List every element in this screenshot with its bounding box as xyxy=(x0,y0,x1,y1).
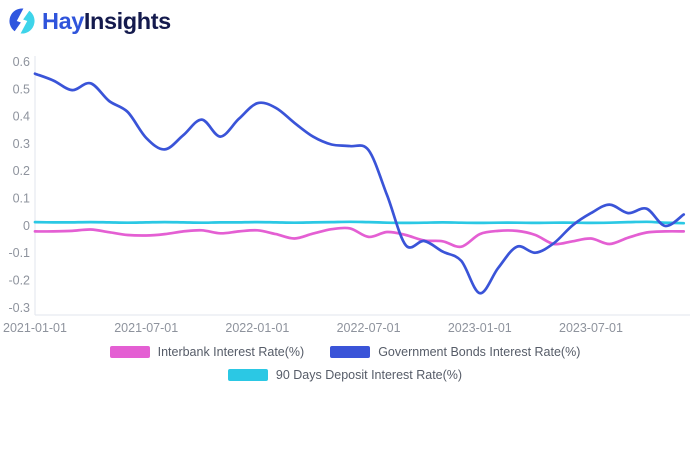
legend-item-deposit-90d[interactable]: 90 Days Deposit Interest Rate(%) xyxy=(227,368,463,382)
series-line-government-bonds[interactable] xyxy=(33,72,686,295)
legend-row-2: 90 Days Deposit Interest Rate(%) xyxy=(227,368,463,382)
y-tick-label: 0.1 xyxy=(13,192,30,206)
legend-swatch-government-bonds xyxy=(330,345,371,359)
legend-swatch-interbank xyxy=(109,345,150,359)
hayinsights-logo-icon xyxy=(9,8,35,34)
logo[interactable]: HayInsights xyxy=(7,6,171,36)
y-tick-label: 0.3 xyxy=(13,137,30,151)
series-line-interbank[interactable] xyxy=(33,226,686,249)
y-tick-label: -0.3 xyxy=(8,301,30,315)
legend-item-interbank[interactable]: Interbank Interest Rate(%) xyxy=(109,345,305,359)
legend-label-government-bonds: Government Bonds Interest Rate(%) xyxy=(378,345,581,359)
y-tick-label: -0.2 xyxy=(8,274,30,288)
y-tick-label: 0.4 xyxy=(13,110,30,124)
legend-item-government-bonds[interactable]: Government Bonds Interest Rate(%) xyxy=(330,345,580,359)
line-chart-canvas[interactable]: 0.6 0.5 0.4 0.3 0.2 0.1 0 -0.1 -0.2 -0.3 2021-01-0… xyxy=(0,0,690,340)
y-tick-label: -0.1 xyxy=(8,246,30,260)
x-tick-label: 2021-07-01 xyxy=(114,321,178,335)
legend-swatch-deposit-90d xyxy=(227,368,268,382)
logo-text-hay: Hay xyxy=(42,8,84,34)
y-tick-label: 0.6 xyxy=(13,55,30,69)
y-tick-label: 0.5 xyxy=(13,82,30,96)
logo-text-insights: Insights xyxy=(83,8,171,34)
y-tick-label: 0.2 xyxy=(13,164,30,178)
x-tick-label: 2022-07-01 xyxy=(337,321,401,335)
header: HayInsights xyxy=(7,6,171,36)
series-line-deposit-90d[interactable] xyxy=(33,220,686,225)
x-tick-label: 2023-07-01 xyxy=(559,321,623,335)
x-tick-label: 2022-01-01 xyxy=(225,321,289,335)
legend-label-deposit-90d: 90 Days Deposit Interest Rate(%) xyxy=(275,368,463,382)
logo-text: HayInsights xyxy=(42,6,171,36)
chart-legend: Interbank Interest Rate(%) Government Bo… xyxy=(0,345,690,382)
legend-row-1: Interbank Interest Rate(%) Government Bo… xyxy=(109,345,580,359)
x-tick-label: 2023-01-01 xyxy=(448,321,512,335)
x-tick-label: 2021-01-01 xyxy=(3,321,67,335)
y-tick-label: 0 xyxy=(23,219,30,233)
legend-label-interbank: Interbank Interest Rate(%) xyxy=(157,345,305,359)
